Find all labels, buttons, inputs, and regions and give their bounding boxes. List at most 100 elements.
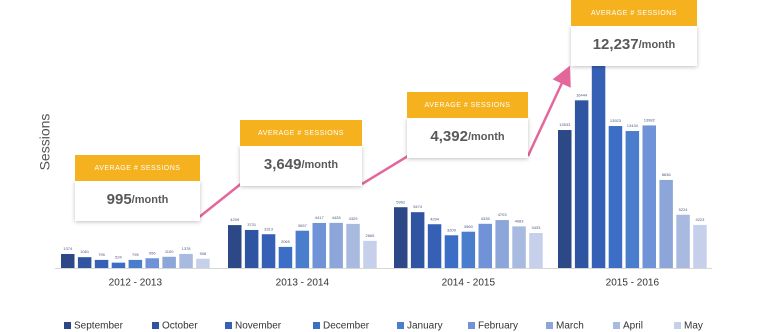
bar [162, 256, 176, 268]
data-label: 4703 [498, 212, 508, 217]
legend-label: April [623, 321, 643, 332]
callout-label: AVERAGE # SESSIONS [258, 130, 344, 137]
data-label: 5224 [679, 207, 689, 212]
bar [693, 224, 707, 268]
bar [145, 258, 159, 268]
legend-label: February [478, 321, 518, 332]
bar [591, 60, 606, 268]
bar [625, 131, 640, 268]
bar [427, 224, 442, 268]
data-label: 13434 [627, 123, 639, 128]
data-label: 2069 [281, 239, 291, 244]
data-label: 524 [115, 255, 122, 260]
bar [512, 226, 526, 268]
legend-label: December [323, 321, 370, 332]
bar [244, 229, 259, 268]
x-tick-label: 2015 - 2016 [606, 278, 660, 289]
callout-body [240, 146, 362, 186]
bar [128, 259, 143, 268]
data-label: 1378 [182, 246, 192, 251]
data-label: 3731 [247, 222, 257, 227]
callout-label: AVERAGE # SESSIONS [425, 102, 511, 109]
bar [295, 230, 310, 268]
callout-header [571, 0, 697, 26]
data-label: 908 [200, 251, 207, 256]
bar [608, 126, 623, 268]
legend-swatch [468, 322, 475, 329]
callout-number: 3,649 [264, 156, 302, 173]
callout-header [75, 155, 200, 181]
bar [478, 223, 492, 268]
bar [261, 234, 276, 268]
legend-swatch [64, 322, 71, 329]
callout-unit: /month [132, 194, 169, 206]
trend-arrows [197, 65, 571, 219]
y-axis-label: Sessions [37, 114, 53, 171]
data-label: 13982 [644, 118, 656, 123]
legend-swatch [313, 322, 320, 329]
callout-body [571, 26, 697, 66]
callout-body [75, 181, 200, 221]
bar [529, 232, 543, 268]
data-label: 3657 [298, 223, 308, 228]
bar [676, 214, 690, 268]
bar [329, 222, 343, 268]
data-label: 4209 [230, 217, 240, 222]
bar [558, 130, 572, 268]
data-label: 4417 [315, 215, 325, 220]
callout-number: 4,392 [430, 128, 468, 145]
data-label: 4428 [332, 215, 342, 220]
data-label: 3560 [464, 224, 474, 229]
bar [312, 222, 326, 268]
bar [179, 253, 193, 268]
data-label: 5962 [396, 199, 406, 204]
data-label: 1100 [165, 249, 174, 254]
data-label: 4223 [695, 217, 705, 222]
data-label: 4083 [515, 218, 525, 223]
bar [444, 235, 459, 268]
bar [228, 225, 242, 268]
data-label: 13533 [559, 122, 571, 127]
legend-swatch [225, 322, 232, 329]
x-tick-label: 2013 - 2014 [276, 278, 330, 289]
callout-label: AVERAGE # SESSIONS [95, 165, 181, 172]
bar [196, 258, 210, 268]
data-label: 5474 [413, 204, 423, 209]
callout-header [407, 92, 528, 118]
callout-label: AVERAGE # SESSIONS [591, 10, 677, 17]
bar [278, 246, 293, 268]
data-label: 956 [149, 250, 156, 255]
data-label: 3209 [447, 227, 457, 232]
bar [495, 220, 509, 268]
bar [394, 207, 408, 268]
legend-label: March [556, 321, 584, 332]
callout-value: 995/month [107, 191, 169, 208]
data-label: 795 [98, 252, 105, 257]
bar [346, 223, 360, 268]
legend-swatch [397, 322, 404, 329]
data-label: 1061 [80, 249, 90, 254]
bar [574, 100, 589, 268]
data-label: 2665 [365, 233, 375, 238]
bar [410, 212, 425, 268]
callout-value: 4,392/month [430, 128, 504, 145]
bar [111, 262, 126, 268]
legend-swatch [613, 322, 620, 329]
legend-label: October [162, 321, 198, 332]
data-label: 4335 [481, 216, 491, 221]
bar [659, 179, 673, 268]
bar [61, 253, 75, 268]
callout-unit: /month [301, 159, 338, 171]
data-label: 16444 [576, 92, 588, 97]
callout-number: 995 [107, 191, 132, 208]
bar [363, 240, 377, 268]
callout-unit: /month [639, 39, 676, 51]
data-label: 13923 [610, 118, 622, 123]
legend-label: November [235, 321, 282, 332]
bar [94, 259, 109, 268]
data-label: 3433 [531, 225, 541, 230]
bar [77, 257, 92, 268]
legend-label: May [684, 321, 703, 332]
bar [642, 125, 656, 268]
